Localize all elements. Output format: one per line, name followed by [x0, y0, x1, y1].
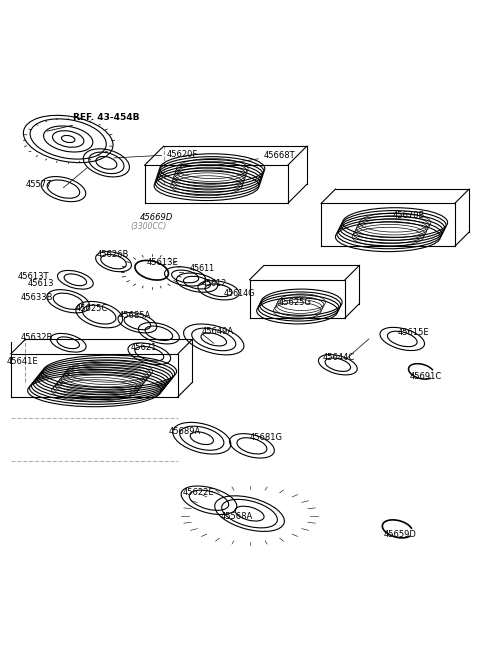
Text: 45612: 45612 [202, 280, 227, 288]
Text: 45622E: 45622E [183, 489, 215, 498]
Text: 45613E: 45613E [147, 257, 179, 267]
Text: 45620F: 45620F [114, 149, 198, 159]
Text: 45632B: 45632B [21, 333, 53, 343]
Text: 45641E: 45641E [6, 357, 38, 365]
Text: 45625G: 45625G [278, 297, 311, 307]
Text: 45670B: 45670B [393, 211, 425, 219]
Text: 45659D: 45659D [383, 531, 416, 540]
Text: 45689A: 45689A [168, 428, 201, 436]
Text: 45626B: 45626B [97, 250, 129, 259]
Text: 45691C: 45691C [409, 372, 442, 381]
Text: (3300CC): (3300CC) [130, 221, 167, 231]
Text: 45611: 45611 [190, 264, 215, 272]
Text: 45681G: 45681G [250, 433, 283, 442]
Text: 45621: 45621 [130, 343, 156, 352]
Text: 45685A: 45685A [118, 311, 151, 320]
Text: 45644C: 45644C [323, 353, 355, 362]
Text: 45577: 45577 [25, 179, 52, 189]
Text: 45633B: 45633B [21, 293, 53, 302]
Text: 45625C: 45625C [75, 304, 108, 313]
Text: 45649A: 45649A [202, 327, 234, 336]
Text: 45668T: 45668T [219, 151, 296, 165]
Text: REF. 43-454B: REF. 43-454B [47, 113, 140, 131]
Text: 45613: 45613 [28, 278, 54, 288]
Text: 45615E: 45615E [397, 328, 429, 337]
Text: 45669D: 45669D [140, 213, 173, 222]
Text: 45614G: 45614G [223, 289, 255, 298]
Text: 45613T: 45613T [18, 272, 49, 281]
Text: 45568A: 45568A [221, 512, 253, 521]
